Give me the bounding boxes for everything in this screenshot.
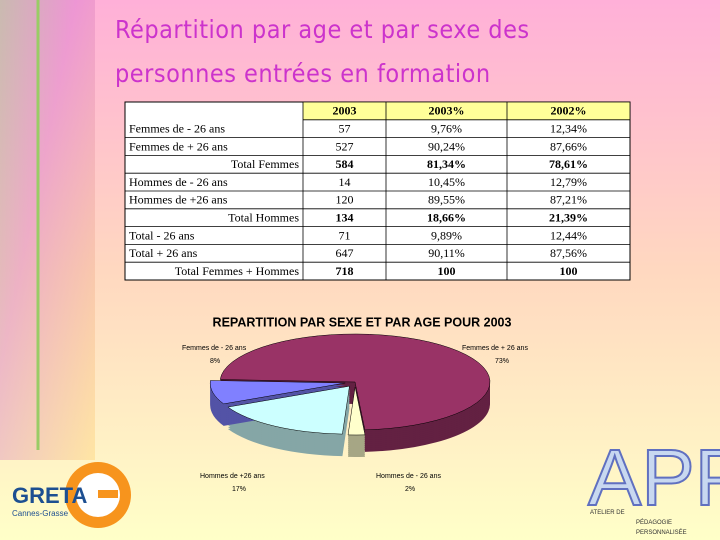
value-label: 2% [405, 486, 415, 493]
cell: 9,89% [431, 228, 462, 242]
cell: 90,11% [428, 246, 465, 260]
logo-text: GRETA [12, 483, 87, 508]
cell: 18,66% [427, 210, 466, 224]
slice-label: Hommes de +26 ans [200, 473, 265, 480]
cell: 89,55% [428, 193, 465, 207]
row-label: Hommes de - 26 ans [129, 175, 228, 189]
cell: 527 [336, 139, 354, 153]
cell: 10,45% [428, 175, 465, 189]
value-label: 17% [232, 486, 246, 493]
table: 2003 2003% 2002% Femmes de - 26 ans 57 9,76% 1… [124, 101, 631, 281]
cell: 12,44% [550, 228, 587, 242]
logo-text: PÉDAGOGIE [636, 519, 672, 526]
cell: 9,76% [431, 121, 462, 135]
cell: 78,61% [549, 157, 588, 171]
header-cell: 2003 [333, 104, 357, 118]
logo-text: ATELIER DE [590, 510, 625, 516]
slice [227, 385, 350, 435]
slice [347, 386, 366, 436]
chart-title: REPARTITION PAR SEXE ET PAR AGE POUR 200… [213, 315, 512, 329]
title-line: Répartition par age et par sexe des [115, 15, 530, 44]
slice [219, 333, 491, 431]
value-label: 8% [210, 358, 220, 365]
cell: 57 [339, 121, 351, 135]
row-label: Total Femmes + Hommes [175, 264, 300, 278]
cell: 584 [336, 157, 354, 171]
value-label: 73% [495, 358, 509, 365]
cell: 718 [336, 264, 354, 278]
slice-label: Hommes de - 26 ans [376, 473, 441, 480]
cell: 120 [336, 193, 354, 207]
app-logo: APP ATELIER DE PÉDAGOGIE PERSONNALISÉE [587, 432, 720, 536]
greta-logo: GRETA Cannes-Grasse [12, 462, 131, 528]
cell: 87,56% [550, 246, 587, 260]
cell: 12,79% [550, 175, 587, 189]
header-cell: 2002% [551, 104, 587, 118]
cell: 87,21% [550, 193, 587, 207]
slice [209, 380, 346, 405]
row-label: Total + 26 ans [129, 246, 198, 260]
header-cell: 2003% [429, 104, 465, 118]
title-line: personnes entrées en formation [115, 59, 491, 88]
logo-bar [98, 490, 118, 498]
cell: 134 [336, 210, 354, 224]
row-label: Total Femmes [231, 157, 299, 171]
logo-text: PERSONNALISÉE [636, 529, 687, 536]
cell: 71 [339, 228, 351, 242]
cell: 21,39% [549, 210, 588, 224]
row-label: Hommes de +26 ans [129, 193, 228, 207]
logo-text: APP [588, 433, 720, 522]
pie-chart: Femmes de - 26 ans 8% Femmes de + 26 ans 73… [182, 333, 528, 493]
slice-label: Femmes de + 26 ans [462, 345, 528, 352]
logo-text: Cannes-Grasse [12, 509, 69, 518]
row-label: Total Hommes [228, 210, 299, 224]
cell: 87,66% [550, 139, 587, 153]
cell: 81,34% [427, 157, 466, 171]
cell: 100 [560, 264, 578, 278]
cell: 12,34% [550, 121, 587, 135]
decor-strip [0, 0, 95, 460]
cell: 90,24% [428, 139, 465, 153]
slice-label: Femmes de - 26 ans [182, 345, 247, 352]
cell: 100 [438, 264, 456, 278]
row-label: Femmes de + 26 ans [129, 139, 228, 153]
cell: 647 [336, 246, 354, 260]
cell: 14 [339, 175, 351, 189]
row-label: Total - 26 ans [129, 228, 195, 242]
row-label: Femmes de - 26 ans [129, 121, 225, 135]
header-bg [303, 102, 630, 120]
